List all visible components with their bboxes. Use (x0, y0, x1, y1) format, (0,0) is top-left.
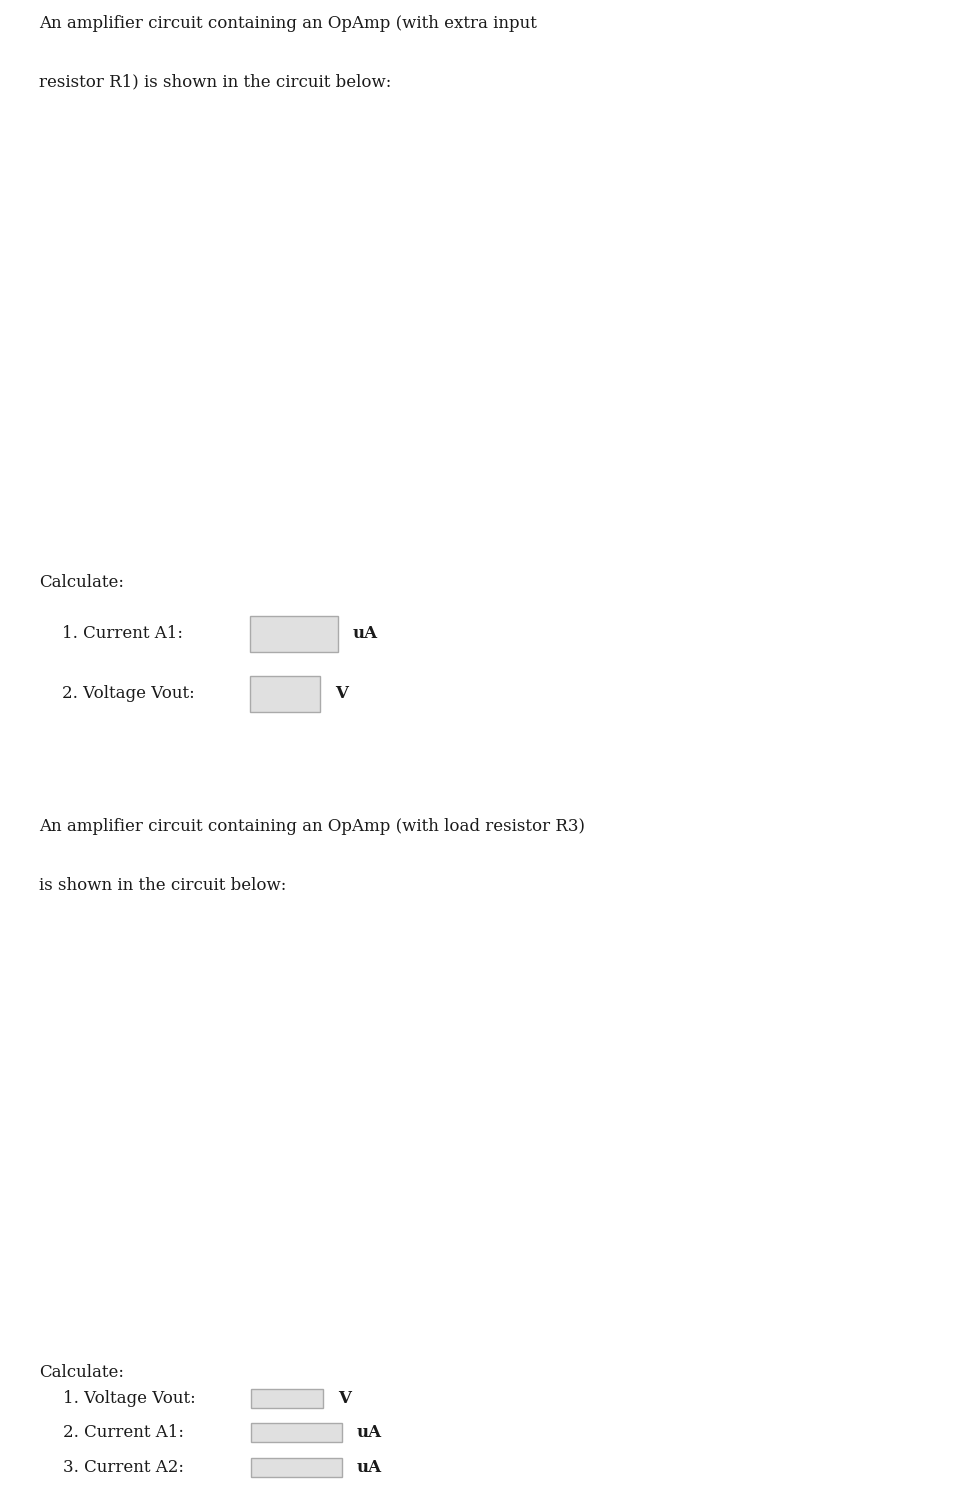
Text: A1: A1 (476, 406, 491, 415)
Text: uA: uA (357, 1458, 382, 1476)
Text: 1. Current A1:: 1. Current A1: (62, 625, 183, 643)
Text: +0.79 V: +0.79 V (130, 228, 175, 237)
FancyBboxPatch shape (251, 1388, 323, 1408)
Bar (432, 439, 460, 475)
Text: R1
220kΩ: R1 220kΩ (341, 1216, 375, 1238)
Text: −: − (330, 1036, 341, 1049)
Bar (310, 223, 388, 241)
Text: is shown in the circuit below:: is shown in the circuit below: (39, 878, 286, 894)
Text: uA: uA (352, 625, 378, 643)
FancyBboxPatch shape (251, 1458, 342, 1478)
Text: resistor R1) is shown in the circuit below:: resistor R1) is shown in the circuit bel… (39, 74, 391, 91)
Text: +: + (464, 229, 473, 238)
Text: +1.467V: +1.467V (130, 998, 179, 1007)
Text: An amplifier circuit containing an OpAmp (with load resistor R3): An amplifier circuit containing an OpAmp… (39, 818, 585, 835)
Text: uA: uA (357, 1424, 382, 1442)
Text: V: V (339, 1390, 351, 1406)
Text: 1. Voltage Vout:: 1. Voltage Vout: (63, 1390, 196, 1406)
FancyBboxPatch shape (250, 676, 320, 711)
FancyBboxPatch shape (250, 616, 338, 652)
Text: Vout: Vout (841, 1018, 867, 1028)
Text: R2
18kΩ: R2 18kΩ (472, 1074, 499, 1095)
Text: 2. Voltage Vout:: 2. Voltage Vout: (62, 686, 195, 702)
Bar (697, 384, 775, 403)
Text: R3
15kΩ: R3 15kΩ (722, 333, 750, 356)
Bar (819, 1138, 846, 1178)
Text: A2: A2 (588, 979, 603, 990)
Text: +: + (331, 1000, 340, 1009)
Text: R1
150kΩ: R1 150kΩ (333, 168, 366, 189)
Text: Calculate:: Calculate: (39, 1364, 124, 1381)
Text: Vout: Vout (876, 248, 902, 259)
Bar (442, 1123, 530, 1143)
FancyBboxPatch shape (251, 1423, 342, 1442)
Text: 2. Current A1:: 2. Current A1: (63, 1424, 184, 1442)
Text: An amplifier circuit containing an OpAmp (with extra input: An amplifier circuit containing an OpAmp… (39, 15, 537, 31)
Text: Calculate:: Calculate: (39, 574, 124, 591)
Text: A1: A1 (712, 979, 725, 990)
Text: 3. Current A2:: 3. Current A2: (63, 1458, 184, 1476)
Bar (301, 1207, 328, 1247)
Text: V: V (335, 686, 347, 702)
Text: −: − (464, 268, 473, 280)
Text: R3
47kΩ: R3 47kΩ (859, 1149, 886, 1170)
Text: R2
8.2kΩ: R2 8.2kΩ (476, 446, 508, 469)
